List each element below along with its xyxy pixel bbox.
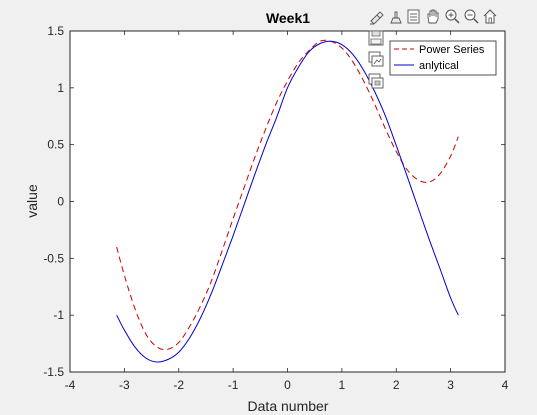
y-tick-label: 1	[57, 81, 64, 95]
brush-icon[interactable]	[370, 11, 384, 25]
x-tick-label: 4	[502, 378, 509, 392]
copy-figure-icon[interactable]	[368, 51, 384, 67]
axes[interactable]: -4 -3 -2 -1 0 1 2 3 4 -1.5 -1 -0.5 0 0.5 1 1.5	[43, 24, 508, 392]
y-tick-label: -1.5	[43, 365, 64, 379]
zoom-out-icon[interactable]	[464, 9, 479, 24]
legend[interactable]: Power Series anlytical	[389, 40, 497, 76]
y-tick-label: -1	[53, 308, 64, 322]
zoom-in-icon[interactable]	[445, 9, 460, 24]
series-line-anlytical[interactable]	[116, 40, 459, 363]
copy-image-icon[interactable]	[368, 73, 384, 89]
x-tick-label: 1	[339, 378, 346, 392]
x-axis-ticks: -4 -3 -2 -1 0 1 2 3 4	[65, 31, 509, 392]
y-tick-label: 0.5	[47, 138, 64, 152]
series-line-power-series[interactable]	[116, 39, 459, 351]
home-icon[interactable]	[483, 9, 497, 24]
y-axis-ticks: -1.5 -1 -0.5 0 0.5 1 1.5	[43, 24, 505, 379]
y-axis-label: value	[24, 184, 40, 218]
x-tick-label: 0	[284, 378, 291, 392]
x-tick-label: -4	[65, 378, 76, 392]
data-tips-icon[interactable]	[390, 11, 402, 24]
y-tick-label: 1.5	[47, 24, 64, 38]
legend-box	[389, 40, 497, 76]
x-tick-label: -3	[119, 378, 130, 392]
y-tick-label: -0.5	[43, 251, 64, 265]
pan-icon[interactable]	[427, 9, 439, 24]
x-tick-label: -1	[228, 378, 239, 392]
y-tick-label: 0	[57, 195, 64, 209]
x-tick-label: 3	[447, 378, 454, 392]
x-tick-label: 2	[393, 378, 400, 392]
legend-label-power-series: Power Series	[419, 44, 485, 56]
save-icon[interactable]	[368, 30, 384, 46]
x-tick-label: -2	[173, 378, 184, 392]
plot-area[interactable]	[69, 30, 506, 373]
axes-toolbar	[368, 9, 497, 89]
x-axis-label: Data number	[248, 398, 329, 414]
text-tool-icon[interactable]	[407, 9, 420, 24]
chart-title: Week1	[266, 10, 310, 26]
series-layer	[116, 39, 459, 363]
legend-label-anlytical: anlytical	[419, 60, 459, 72]
